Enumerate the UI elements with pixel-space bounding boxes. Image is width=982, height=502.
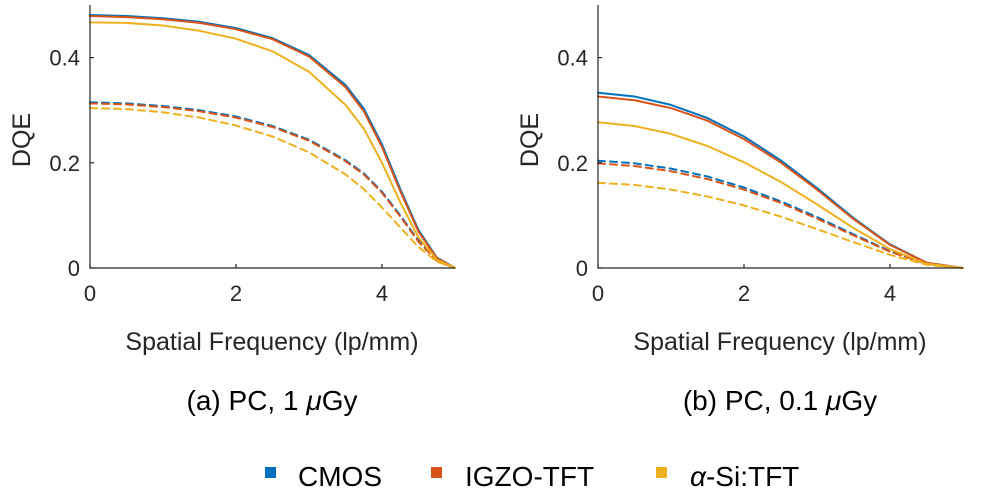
plot-b-xtick-label: 4 — [884, 281, 896, 306]
plot-a-xtick-label: 4 — [376, 281, 388, 306]
plot-b-ytick-label: 0 — [576, 256, 588, 281]
legend-swatch-cmos — [265, 467, 276, 478]
panel-b: 0 2 4 0 0.2 0.4 DQE Spatial Frequency (lp/mm)… — [516, 5, 964, 416]
plot-b-series — [597, 91, 964, 269]
plot-a-line-si-tft-solid — [89, 21, 456, 269]
plot-b-line-si-tft-solid — [597, 121, 964, 269]
plot-a-line-si-tft-dashed — [89, 107, 456, 269]
plot-a-line-igzo-tft-solid — [89, 15, 456, 269]
legend-label-igzo: IGZO-TFT — [465, 461, 594, 492]
plot-b-axis-lines — [597, 5, 963, 269]
plot-a-line-cmos-solid — [89, 14, 456, 269]
plot-a-line-igzo-tft-dashed — [89, 102, 456, 269]
legend-label-asi: α-Si:TFT — [690, 461, 799, 492]
plot-a-xtick-label: 0 — [84, 281, 96, 306]
plot-a-ytick-label: 0 — [68, 256, 80, 281]
legend-label-cmos: CMOS — [298, 461, 382, 492]
plot-b-line-igzo-tft-dashed — [597, 162, 964, 269]
plot-a-ytick-label: 0.2 — [49, 151, 80, 176]
plot-b-line-cmos-solid — [597, 91, 964, 269]
plot-b-line-si-tft-dashed — [597, 181, 964, 269]
plot-a-caption: (a) PC, 1 μGy — [187, 385, 358, 416]
panel-a: 0 2 4 0 0.2 0.4 DQE Spatial Frequency (lp/mm)… — [8, 5, 456, 416]
plot-b-line-cmos-dashed — [597, 159, 964, 269]
plot-a-series — [89, 14, 456, 269]
plot-a-ylabel: DQE — [8, 113, 36, 167]
plot-a-xlabel: Spatial Frequency (lp/mm) — [125, 328, 418, 356]
legend: CMOS IGZO-TFT α-Si:TFT — [265, 461, 799, 492]
plot-b-ylabel: DQE — [516, 113, 544, 167]
plot-b-ytick-label: 0.2 — [557, 151, 588, 176]
legend-swatch-igzo — [431, 467, 442, 478]
plot-b-caption: (b) PC, 0.1 μGy — [683, 385, 877, 416]
plot-a-ytick-label: 0.4 — [49, 46, 80, 71]
plot-b-line-igzo-tft-solid — [597, 95, 964, 269]
plot-a-xtick-label: 2 — [230, 281, 242, 306]
plot-b-xtick-label: 2 — [738, 281, 750, 306]
plot-b-xtick-label: 0 — [592, 281, 604, 306]
plot-b-axes: 0 2 4 0 0.2 0.4 — [557, 5, 963, 306]
legend-swatch-asi — [656, 467, 667, 478]
plot-b-xlabel: Spatial Frequency (lp/mm) — [633, 328, 926, 356]
plot-b-ytick-label: 0.4 — [557, 46, 588, 71]
plot-a-axes: 0 2 4 0 0.2 0.4 — [49, 5, 455, 306]
